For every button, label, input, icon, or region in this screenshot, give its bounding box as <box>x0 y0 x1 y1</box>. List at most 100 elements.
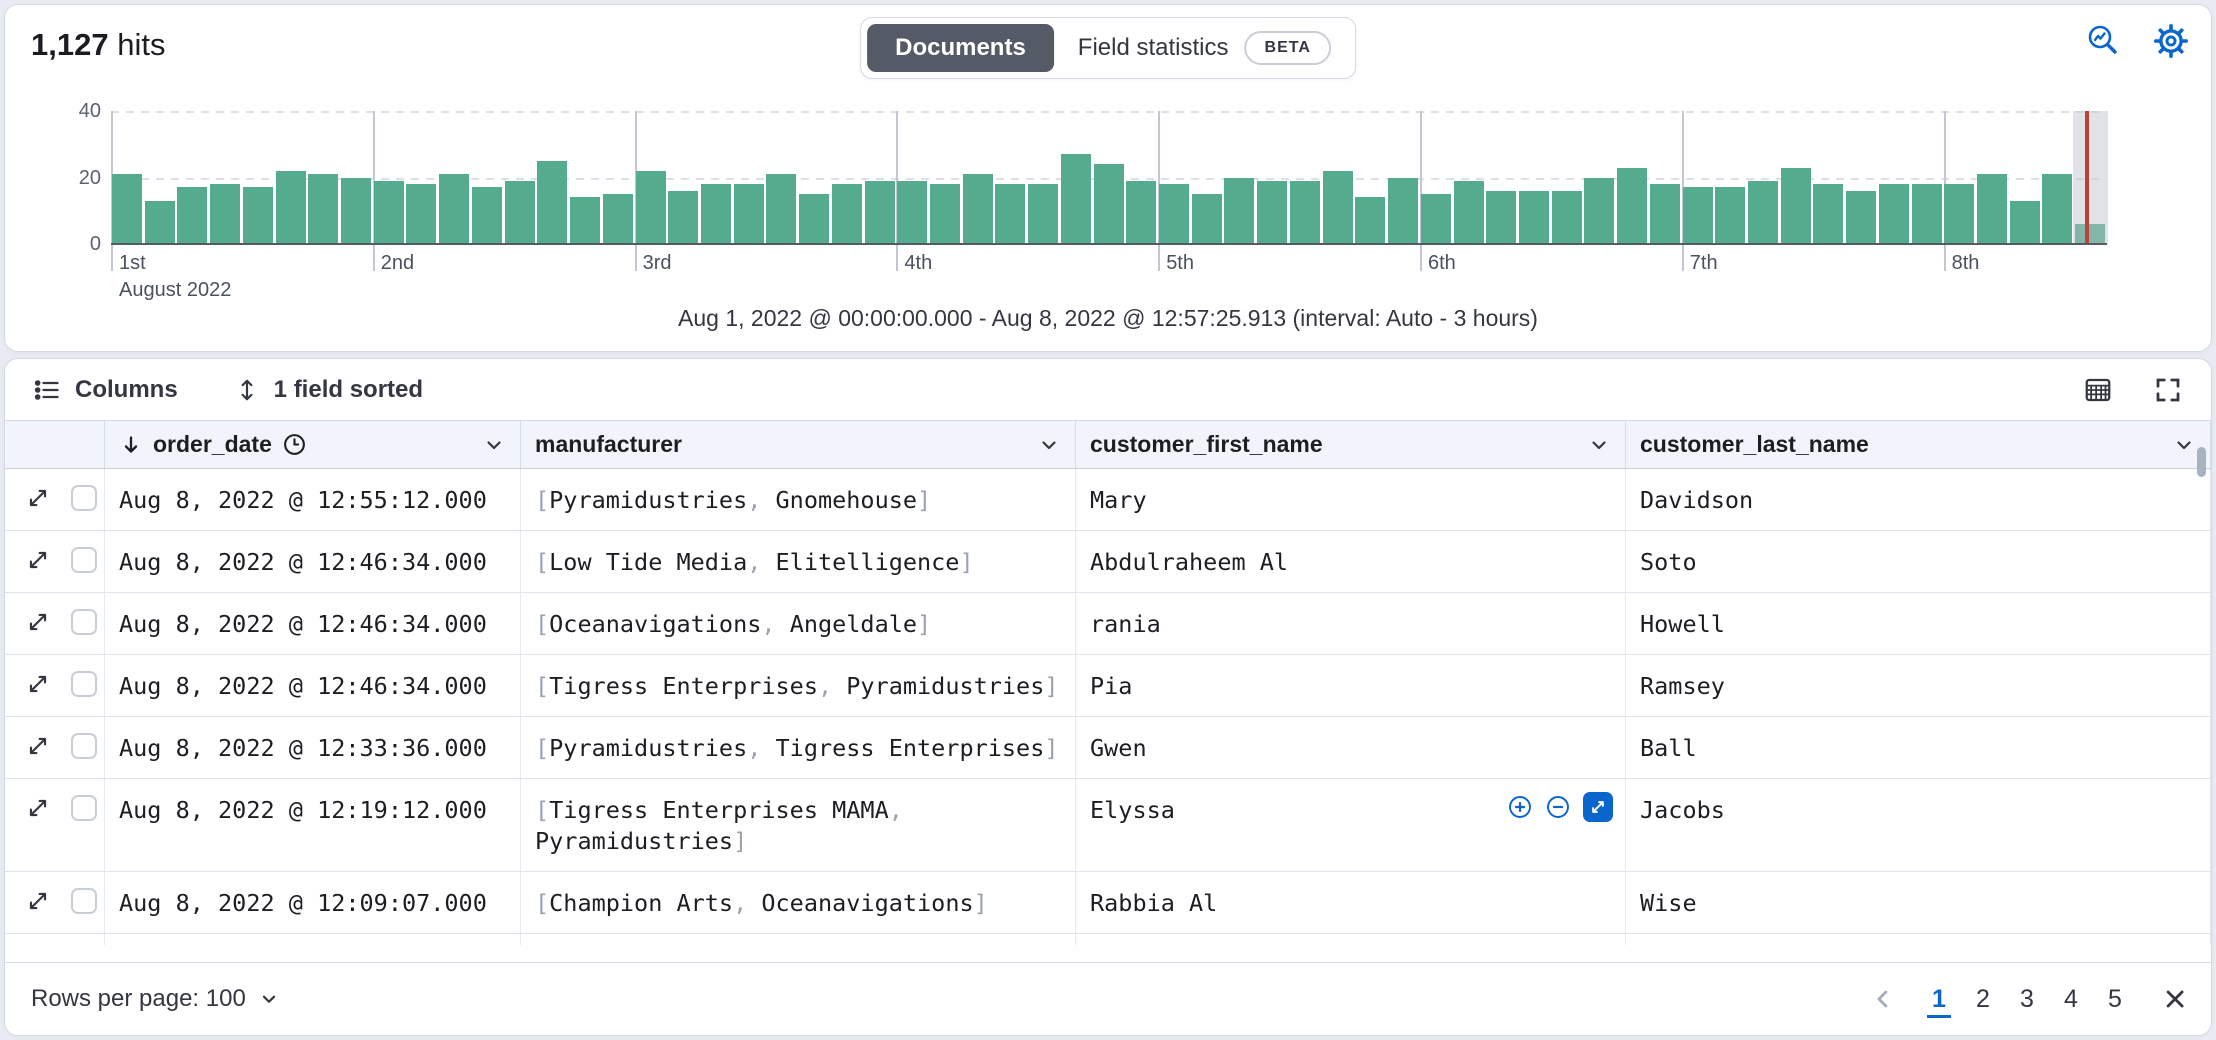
cell-customer-last-name[interactable]: Soto <box>1626 531 2211 592</box>
row-checkbox[interactable] <box>71 547 97 573</box>
cell-order-date[interactable]: Aug 8, 2022 @ 12:46:34.000 <box>105 531 521 592</box>
cell-manufacturer[interactable]: [Pyramidustries, Gnomehouse] <box>521 469 1076 530</box>
tab-documents[interactable]: Documents <box>867 24 1054 72</box>
y-axis-tick-label: 20 <box>78 166 101 189</box>
sort-desc-arrow-icon <box>124 435 138 453</box>
cell-order-date[interactable]: Aug 8, 2022 @ 12:46:34.000 <box>105 593 521 654</box>
cell-customer-first-name[interactable]: Mary <box>1076 469 1626 530</box>
columns-button-label: Columns <box>75 375 178 403</box>
sort-fields-button[interactable]: 1 field sorted <box>234 376 423 404</box>
page-button-5[interactable]: 5 <box>2108 984 2122 1013</box>
cell-manufacturer[interactable]: [Tigress Enterprises MAMA, Pyramidustrie… <box>521 779 1076 871</box>
page-button-4[interactable]: 4 <box>2064 984 2078 1013</box>
histogram-bar <box>1060 154 1091 244</box>
row-checkbox[interactable] <box>71 609 97 635</box>
cell-customer-last-name[interactable]: Ball <box>1626 717 2211 778</box>
cell-order-date[interactable]: Aug 8, 2022 @ 12:09:07.000 <box>105 872 521 933</box>
gear-icon[interactable] <box>2153 23 2189 59</box>
header-customer-last-name-label: customer_last_name <box>1640 431 1869 457</box>
cell-manufacturer[interactable]: [Pyramidustries, Tigress Enterprises] <box>521 717 1076 778</box>
table-row: Aug 8, 2022 @ 12:46:34.000 [Tigress Enter… <box>5 655 2211 717</box>
cell-customer-last-name[interactable]: Wise <box>1626 872 2211 933</box>
expand-row-icon[interactable] <box>25 733 51 759</box>
display-density-icon[interactable] <box>2083 375 2113 405</box>
cell-order-date[interactable]: Aug 8, 2022 @ 12:55:12.000 <box>105 469 521 530</box>
cell-customer-first-name[interactable]: Abdulraheem Al <box>1076 531 1626 592</box>
chevron-down-icon[interactable] <box>482 433 506 457</box>
next-page-icon[interactable] <box>2157 985 2185 1013</box>
vertical-scrollbar-thumb[interactable] <box>2197 447 2206 477</box>
expand-row-icon[interactable] <box>25 609 51 635</box>
row-checkbox[interactable] <box>71 795 97 821</box>
filter-for-value-icon[interactable] <box>1507 794 1533 820</box>
cell-customer-first-name[interactable]: Pia <box>1076 655 1626 716</box>
histogram-bar <box>1486 190 1517 244</box>
y-axis-tick-label: 40 <box>78 100 101 122</box>
cell-manufacturer[interactable]: [Oceanavigations, Angeldale] <box>521 593 1076 654</box>
cell-customer-first-name[interactable]: rania <box>1076 593 1626 654</box>
x-axis-day-label: 6th <box>1428 252 1456 274</box>
histogram[interactable] <box>111 111 2108 271</box>
rows-per-page-button[interactable]: Rows per page: 100 <box>31 985 280 1013</box>
x-axis-day-label: 5th <box>1166 252 1194 274</box>
expand-row-icon[interactable] <box>25 795 51 821</box>
histogram-bar <box>1944 184 1975 244</box>
cell-customer-first-name[interactable]: Elyssa <box>1076 779 1626 871</box>
cell-customer-last-name[interactable]: Jacobs <box>1626 779 2211 871</box>
header-order-date[interactable]: order_date <box>105 421 521 468</box>
header-control-column <box>5 421 105 468</box>
tab-field-statistics[interactable]: Field statistics BETA <box>1060 24 1349 72</box>
cell-order-date[interactable]: Aug 8, 2022 @ 12:46:34.000 <box>105 655 521 716</box>
histogram-bar <box>1748 180 1778 244</box>
filter-out-value-icon[interactable] <box>1545 794 1571 820</box>
histogram-bar <box>1682 187 1713 244</box>
cell-order-date[interactable]: Aug 8, 2022 @ 12:19:12.000 <box>105 779 521 871</box>
histogram-bar <box>373 180 404 244</box>
chevron-down-icon[interactable] <box>2172 433 2196 457</box>
histogram-bar <box>930 184 960 244</box>
cell-customer-last-name[interactable]: Davidson <box>1626 469 2211 530</box>
fullscreen-icon[interactable] <box>2153 375 2183 405</box>
header-manufacturer[interactable]: manufacturer <box>521 421 1076 468</box>
histogram-bar <box>864 180 895 244</box>
cell-customer-last-name[interactable]: Ramsey <box>1626 655 2211 716</box>
expand-row-icon[interactable] <box>25 888 51 914</box>
chevron-down-icon[interactable] <box>1037 433 1061 457</box>
cell-manufacturer[interactable]: [Tigress Enterprises, Pyramidustries] <box>521 655 1076 716</box>
expand-cell-button[interactable] <box>1583 792 1613 822</box>
page-button-2[interactable]: 2 <box>1976 984 1990 1013</box>
histogram-bar <box>439 174 470 244</box>
histogram-bar <box>570 197 601 244</box>
x-axis-day-label: 7th <box>1689 252 1718 274</box>
row-checkbox[interactable] <box>71 485 97 511</box>
histogram-bar <box>1224 177 1255 244</box>
row-control-cell <box>5 655 105 716</box>
cell-manufacturer[interactable]: [Low Tide Media, Elitelligence] <box>521 531 1076 592</box>
cell-customer-last-name[interactable]: Howell <box>1626 593 2211 654</box>
inspect-lens-icon[interactable] <box>2085 23 2121 59</box>
row-checkbox[interactable] <box>71 671 97 697</box>
cell-manufacturer[interactable]: [Champion Arts, Oceanavigations] <box>521 872 1076 933</box>
histogram-bar <box>1159 184 1190 244</box>
page-button-3[interactable]: 3 <box>2020 984 2034 1013</box>
expand-row-icon[interactable] <box>25 547 51 573</box>
row-checkbox[interactable] <box>71 888 97 914</box>
page-button-1[interactable]: 1 <box>1917 977 1961 1021</box>
cell-customer-first-name[interactable]: Rabbia Al <box>1076 872 1626 933</box>
cell-customer-first-name[interactable]: Gwen <box>1076 717 1626 778</box>
histogram-bar <box>799 194 830 244</box>
previous-page-icon[interactable] <box>1869 985 1897 1013</box>
histogram-bar <box>406 184 437 244</box>
cell-order-date[interactable]: Aug 8, 2022 @ 12:33:36.000 <box>105 717 521 778</box>
histogram-bar <box>766 174 797 244</box>
row-checkbox[interactable] <box>71 733 97 759</box>
histogram-bar <box>144 200 175 244</box>
histogram-bar <box>2042 174 2073 244</box>
columns-button[interactable]: Columns <box>33 376 178 404</box>
histogram-bar <box>1257 180 1288 244</box>
expand-row-icon[interactable] <box>25 485 51 511</box>
header-customer-first-name[interactable]: customer_first_name <box>1076 421 1626 468</box>
expand-row-icon[interactable] <box>25 671 51 697</box>
chevron-down-icon[interactable] <box>1587 433 1611 457</box>
header-customer-last-name[interactable]: customer_last_name <box>1626 421 2211 468</box>
